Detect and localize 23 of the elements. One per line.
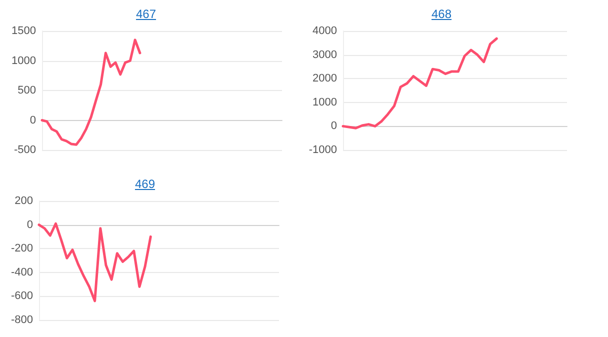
y-tick-label: -200 [10,242,33,255]
y-tick-label: -500 [14,144,36,156]
y-tick-label: -400 [10,266,33,278]
chart-title: 469 [134,177,156,191]
y-tick-label: -600 [10,290,33,302]
chart-title: 467 [134,7,158,21]
y-tick-label: 0 [26,218,33,231]
y-tick-label: 0 [330,120,337,132]
y-tick-label: 2000 [312,72,337,85]
chart-title: 468 [430,7,453,21]
y-tick-label: -800 [10,314,33,326]
y-tick-label: 1000 [12,54,36,67]
y-tick-label: 1500 [12,25,36,37]
y-tick-label: 1000 [312,96,337,108]
y-tick-label: 200 [14,195,33,207]
line-series [38,222,152,302]
y-tick-label: 4000 [312,25,337,37]
y-tick-label: 0 [30,114,36,126]
line-series [342,37,498,130]
y-tick-label: 500 [18,84,36,96]
y-tick-label: 3000 [312,48,337,61]
line-series [40,38,142,146]
y-tick-label: -1000 [308,144,337,156]
